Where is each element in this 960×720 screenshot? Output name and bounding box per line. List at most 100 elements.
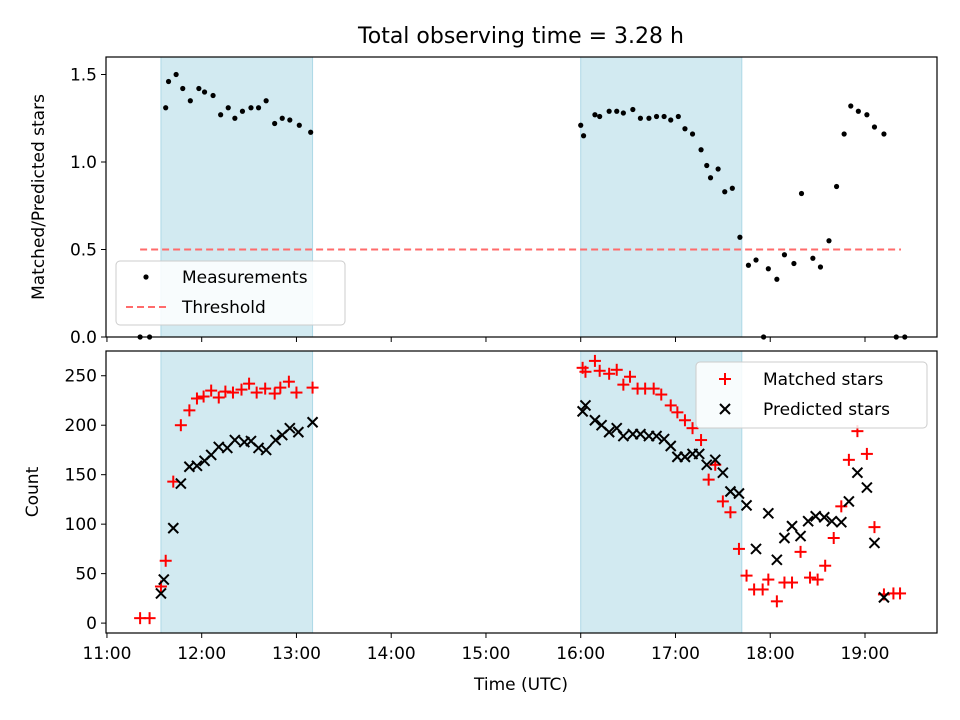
data-point-measurement bbox=[580, 133, 587, 139]
data-point-predicted bbox=[701, 459, 713, 471]
data-point-matched bbox=[268, 387, 281, 400]
data-point-predicted bbox=[158, 573, 170, 586]
y-tick-label: 250 bbox=[65, 367, 97, 387]
data-point-matched bbox=[762, 573, 775, 586]
data-point-measurement bbox=[165, 78, 172, 85]
data-point-measurement bbox=[715, 166, 721, 172]
data-point-measurement bbox=[308, 129, 314, 135]
data-point-measurement bbox=[218, 112, 224, 118]
data-point-matched bbox=[250, 386, 263, 399]
bottom-legend-box bbox=[695, 361, 928, 429]
data-point-predicted bbox=[191, 460, 203, 472]
data-point-matched bbox=[593, 364, 606, 377]
data-point-predicted bbox=[717, 466, 729, 479]
data-point-predicted bbox=[868, 537, 881, 549]
data-point-measurement bbox=[745, 262, 752, 268]
y-tick-label: 100 bbox=[65, 515, 97, 535]
data-point-measurement bbox=[272, 120, 278, 127]
data-point-predicted bbox=[851, 466, 864, 479]
x-tick-label: 16:00 bbox=[556, 644, 605, 664]
data-point-matched bbox=[274, 381, 287, 394]
data-point-measurement bbox=[646, 115, 652, 121]
data-point-matched bbox=[678, 414, 691, 427]
data-point-matched bbox=[664, 399, 677, 412]
data-point-matched bbox=[290, 386, 303, 399]
data-point-matched bbox=[671, 406, 684, 419]
data-point-measurement bbox=[817, 264, 824, 270]
data-point-measurement bbox=[729, 185, 735, 191]
data-point-measurement bbox=[614, 108, 620, 114]
legend-measurements-label: Measurements bbox=[182, 268, 308, 288]
data-point-measurement bbox=[255, 105, 262, 111]
data-point-predicted bbox=[260, 444, 272, 456]
x-tick-label: 11:00 bbox=[82, 644, 131, 664]
data-point-measurement bbox=[578, 122, 584, 128]
shaded-interval bbox=[580, 56, 743, 338]
data-point-matched bbox=[794, 545, 807, 558]
data-point-measurement bbox=[630, 106, 636, 113]
data-point-predicted bbox=[292, 426, 305, 438]
data-point-predicted bbox=[269, 434, 282, 446]
data-point-measurement bbox=[707, 175, 714, 181]
data-point-measurement bbox=[163, 105, 169, 111]
x-tick-label: 19:00 bbox=[840, 644, 889, 664]
data-point-matched bbox=[770, 595, 783, 608]
x-tick-label: 12:00 bbox=[177, 644, 226, 664]
data-point-measurement bbox=[173, 71, 179, 78]
data-point-matched bbox=[588, 354, 601, 367]
data-point-measurement bbox=[620, 110, 626, 116]
data-point-predicted bbox=[617, 430, 630, 442]
data-point-predicted bbox=[175, 477, 187, 490]
data-point-matched bbox=[894, 587, 907, 600]
data-point-matched bbox=[235, 383, 248, 396]
data-point-measurement bbox=[737, 234, 743, 240]
data-point-predicted bbox=[762, 507, 775, 519]
data-point-measurement bbox=[855, 108, 861, 114]
data-point-matched bbox=[623, 370, 636, 383]
data-point-measurement bbox=[753, 257, 759, 263]
data-point-measurement bbox=[871, 124, 878, 130]
data-point-measurement bbox=[765, 266, 771, 272]
data-point-predicted bbox=[861, 481, 873, 494]
data-point-measurement bbox=[597, 113, 603, 120]
data-point-matched bbox=[756, 583, 769, 596]
data-point-matched bbox=[282, 375, 295, 388]
data-point-measurement bbox=[296, 122, 302, 128]
data-point-matched bbox=[835, 500, 848, 513]
data-point-measurement bbox=[653, 113, 660, 120]
data-point-matched bbox=[197, 390, 210, 403]
data-point-predicted bbox=[229, 434, 241, 446]
data-point-predicted bbox=[650, 430, 663, 442]
data-point-predicted bbox=[778, 532, 791, 544]
data-point-matched bbox=[868, 521, 881, 534]
x-axis-label: Time (UTC) bbox=[473, 675, 568, 695]
data-point-measurement bbox=[187, 98, 193, 104]
x-tick-label: 14:00 bbox=[367, 644, 416, 664]
data-point-measurement bbox=[881, 131, 887, 137]
data-point-measurement bbox=[196, 85, 202, 92]
data-point-predicted bbox=[693, 448, 705, 460]
data-point-matched bbox=[205, 384, 218, 397]
data-point-measurement bbox=[225, 105, 231, 111]
x-tick-label: 18:00 bbox=[746, 644, 795, 664]
y-tick-label: 0 bbox=[86, 614, 97, 634]
data-point-predicted bbox=[878, 591, 890, 604]
data-point-matched bbox=[695, 434, 708, 447]
data-point-measurement bbox=[791, 260, 797, 267]
legend-threshold-label: Threshold bbox=[181, 298, 266, 318]
data-point-measurement bbox=[722, 189, 728, 195]
data-point-predicted bbox=[818, 511, 830, 523]
data-point-matched bbox=[603, 367, 616, 380]
data-point-predicted bbox=[306, 416, 319, 428]
data-point-measurement bbox=[606, 108, 612, 114]
data-point-predicted bbox=[771, 554, 783, 566]
data-point-matched bbox=[306, 381, 319, 394]
axes-frame bbox=[105, 350, 938, 634]
data-point-matched bbox=[819, 559, 832, 572]
data-point-matched bbox=[732, 542, 745, 555]
data-point-matched bbox=[190, 392, 203, 405]
data-point-matched bbox=[259, 382, 272, 395]
data-point-matched bbox=[811, 573, 824, 586]
y-tick-label: 0.5 bbox=[70, 241, 97, 261]
